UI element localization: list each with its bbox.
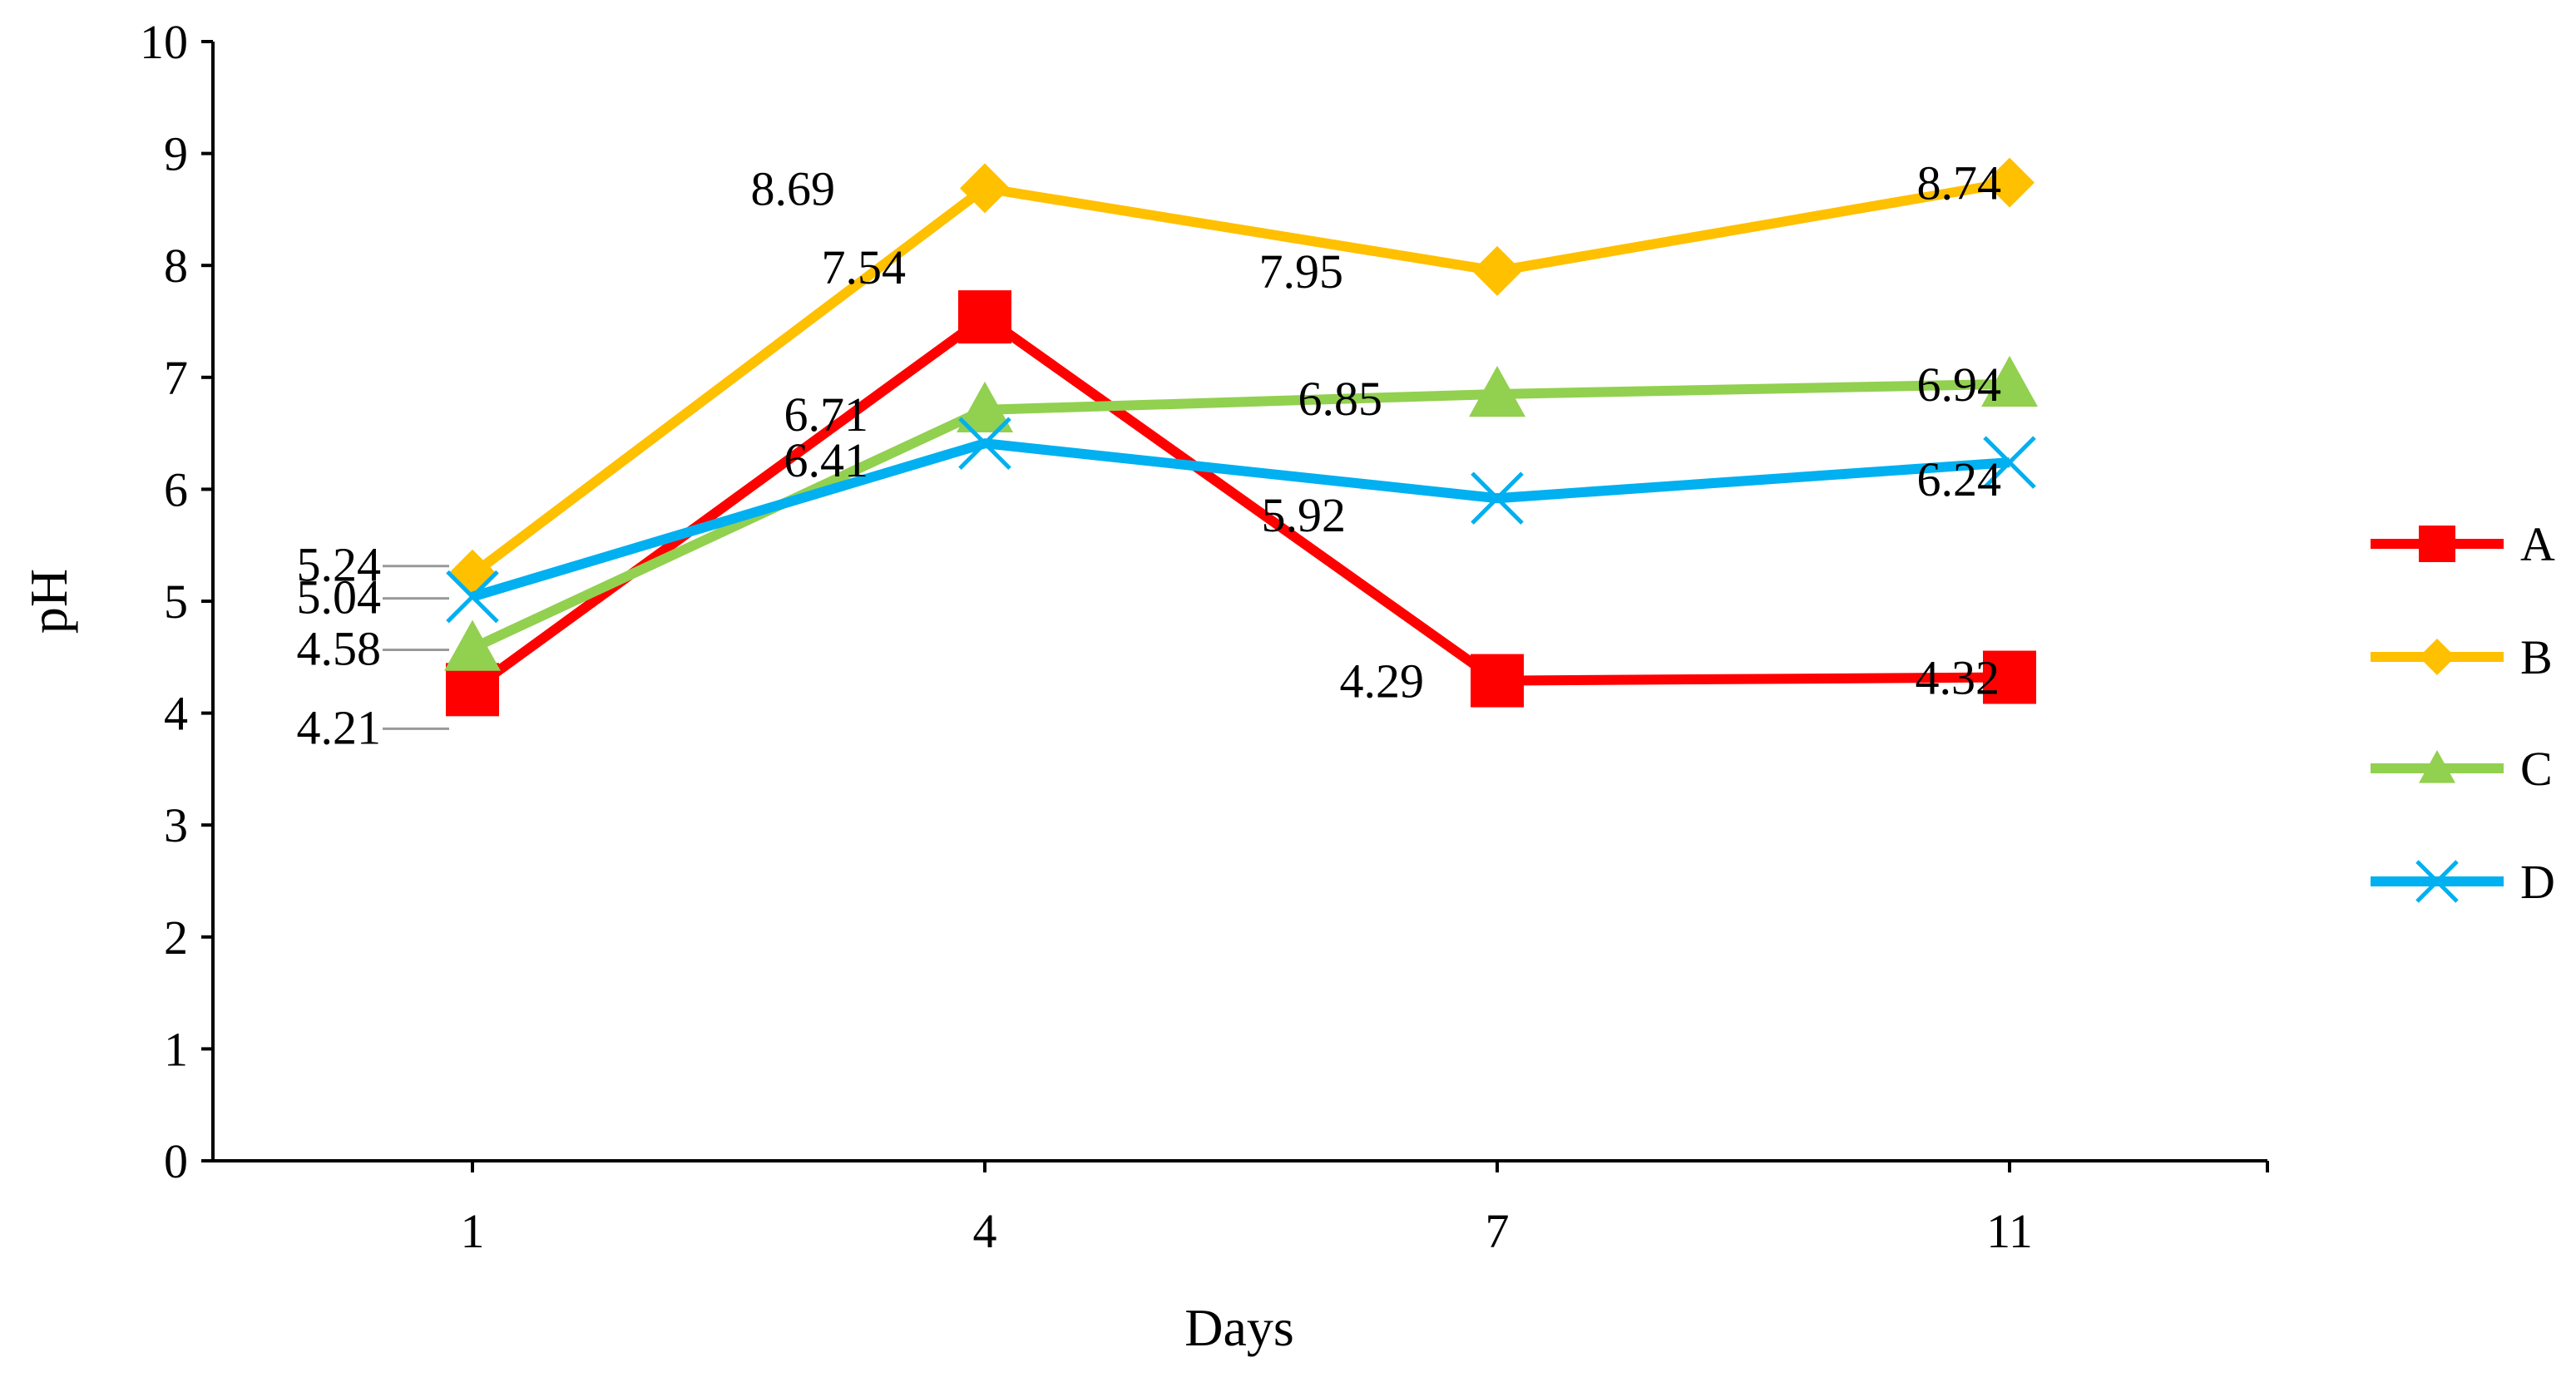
data-label: 8.69: [751, 161, 836, 215]
marker-square: [958, 290, 1011, 344]
y-tick-label: 6: [164, 462, 188, 516]
x-axis-title: Days: [1184, 1298, 1294, 1357]
legend-item-a: A: [2371, 517, 2555, 571]
marker-x-stroke: [2415, 860, 2459, 903]
data-label: 6.71: [784, 387, 869, 442]
marker-x: [958, 417, 1011, 470]
y-axis-title: pH: [19, 569, 78, 634]
x-tick-label: 7: [1486, 1204, 1510, 1258]
data-label: 5.24: [297, 538, 382, 592]
y-tick-label: 1: [164, 1022, 188, 1076]
marker-diamond: [1985, 157, 2035, 208]
y-tick-label: 3: [164, 798, 188, 852]
marker-square: [2419, 526, 2455, 562]
marker-square: [1471, 654, 1524, 708]
marker-triangle: [2419, 750, 2455, 783]
marker-x: [2415, 860, 2459, 903]
marker-triangle: [444, 619, 501, 671]
series-d: [446, 417, 2036, 624]
legend-label: D: [2520, 855, 2555, 909]
y-tick-label: 0: [164, 1134, 188, 1188]
legend-label: B: [2520, 630, 2553, 684]
marker-x: [1983, 436, 2036, 489]
series-line: [469, 177, 2011, 579]
x-tick-label: 11: [1986, 1204, 2033, 1258]
series-layer: [444, 157, 2038, 717]
series-line: [469, 310, 2010, 694]
data-label: 6.94: [1917, 358, 2002, 412]
data-label: 7.54: [822, 240, 907, 294]
axis-ticks: 0 1 2 3 4 5 6 7 8 9 10 1 4 7 11: [140, 15, 2269, 1258]
y-tick-label: 10: [140, 15, 188, 69]
data-label: 4.21: [297, 700, 382, 754]
y-tick-label: 4: [164, 687, 188, 741]
data-label: 5.04: [297, 570, 382, 624]
data-label: 7.95: [1259, 244, 1344, 299]
data-label: 6.85: [1298, 372, 1383, 426]
x-tick-label: 4: [973, 1204, 997, 1258]
y-tick-label: 8: [164, 239, 188, 293]
marker-x: [1471, 471, 1524, 525]
marker-triangle: [957, 381, 1013, 433]
leader-lines: [383, 565, 449, 730]
legend-item-d: D: [2371, 855, 2555, 909]
marker-square: [1983, 650, 2036, 704]
series-c: [444, 355, 2038, 671]
marker-x-stroke: [958, 417, 1011, 470]
legend-item-b: B: [2371, 630, 2553, 684]
data-label: 4.29: [1340, 654, 1425, 708]
data-labels: 4.21 7.54 4.29 4.32 5.24 8.69 7.95 8.74 4.58 6.71…: [297, 156, 2002, 755]
y-tick-label: 2: [164, 911, 188, 965]
legend-label: A: [2520, 517, 2555, 571]
marker-x: [446, 570, 499, 624]
y-tick-label: 7: [164, 351, 188, 405]
marker-x-stroke: [1983, 436, 2036, 489]
marker-diamond: [1472, 245, 1522, 296]
data-label: 5.92: [1262, 488, 1347, 542]
series-line: [471, 438, 2010, 602]
marker-square: [446, 663, 499, 717]
data-label: 4.32: [1916, 651, 2000, 705]
data-label: 6.24: [1917, 452, 2002, 506]
marker-diamond: [960, 163, 1010, 214]
legend-label: C: [2520, 742, 2553, 796]
marker-triangle: [1469, 365, 1525, 417]
y-tick-label: 9: [164, 127, 188, 181]
data-label: 4.58: [297, 622, 382, 676]
data-label: 8.74: [1917, 156, 2002, 210]
data-label: 6.41: [784, 433, 869, 487]
marker-diamond: [2419, 639, 2455, 675]
legend: A B C D: [2371, 517, 2555, 909]
series-a: [446, 290, 2036, 717]
marker-x-stroke: [1471, 471, 1524, 525]
marker-x-stroke: [446, 570, 499, 624]
y-tick-label: 5: [164, 575, 188, 629]
series-line: [470, 378, 2010, 653]
marker-triangle: [1981, 355, 2038, 407]
x-tick-label: 1: [461, 1204, 485, 1258]
legend-item-c: C: [2371, 742, 2553, 796]
